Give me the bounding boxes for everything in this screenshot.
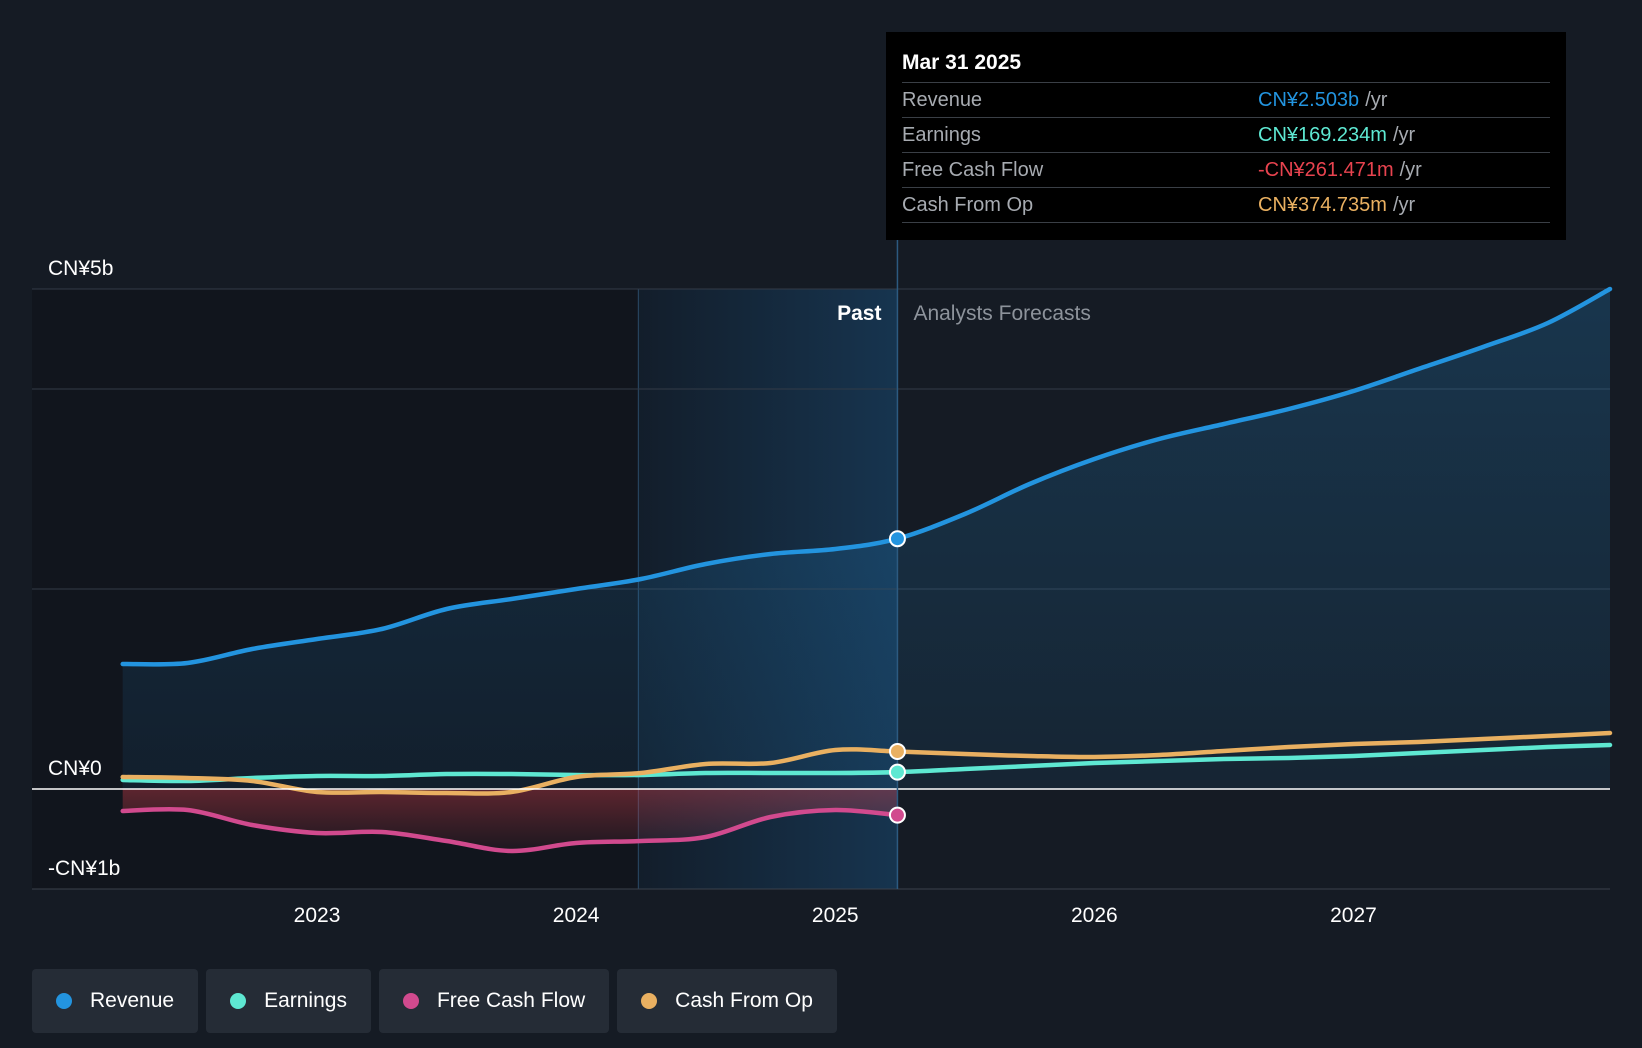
tooltip-value: CN¥169.234m (1258, 124, 1387, 146)
tooltip-label: Earnings (902, 124, 981, 146)
revenue-line (120, 286, 1613, 667)
y-tick-label: CN¥0 (48, 757, 102, 780)
legend-dot-icon (230, 993, 247, 1009)
tooltip-unit: /yr (1365, 89, 1388, 111)
tooltip-label: Free Cash Flow (902, 159, 1044, 181)
tooltip-row-revenue: Revenue CN¥2.503b /yr (902, 83, 1550, 118)
legend-label: Cash From Op (675, 989, 813, 1012)
tooltip-unit: /yr (1392, 194, 1416, 216)
cash-from-op-line (120, 730, 1613, 796)
legend-label: Free Cash Flow (436, 989, 586, 1012)
tooltip-label: Cash From Op (902, 194, 1034, 216)
tooltip-value: CN¥374.735m (1258, 194, 1387, 216)
free-cash-flow-marker (888, 806, 906, 824)
legend-label: Earnings (264, 989, 347, 1012)
x-tick-label: 2024 (553, 904, 600, 927)
revenue-area (122, 289, 1611, 789)
legend-dot-icon (641, 993, 658, 1009)
tooltip-row-free-cash-flow: Free Cash Flow -CN¥261.471m /yr (902, 153, 1550, 188)
tooltip-unit: /yr (1399, 159, 1422, 181)
legend: Revenue Earnings Free Cash Flow Cash Fro… (32, 969, 837, 1033)
y-tick-label: -CN¥1b (48, 857, 120, 880)
forecast-label: Analysts Forecasts (913, 302, 1090, 325)
tooltip-value: CN¥2.503b (1258, 89, 1360, 111)
earnings-marker (888, 763, 906, 781)
y-tick-label: CN¥5b (48, 257, 113, 280)
legend-item-revenue[interactable]: Revenue (32, 969, 199, 1033)
free-cash-flow-line (120, 806, 900, 854)
x-tick-label: 2023 (294, 904, 341, 927)
tooltip-unit: /yr (1392, 124, 1416, 146)
hover-tooltip: Mar 31 2025 Revenue CN¥2.503b /yr Earnin… (886, 32, 1566, 240)
tooltip-row-cash-from-op: Cash From Op CN¥374.735m /yr (902, 188, 1550, 223)
revenue-marker (888, 530, 906, 548)
legend-label: Revenue (90, 989, 175, 1012)
tooltip-row-earnings: Earnings CN¥169.234m /yr (902, 118, 1550, 153)
legend-item-earnings[interactable]: Earnings (206, 969, 371, 1033)
tooltip-label: Revenue (902, 89, 983, 111)
x-tick-label: 2026 (1071, 904, 1118, 927)
legend-dot-icon (56, 993, 72, 1009)
legend-item-free-cash-flow[interactable]: Free Cash Flow (378, 969, 610, 1033)
x-tick-label: 2027 (1330, 904, 1377, 927)
legend-item-cash-from-op[interactable]: Cash From Op (617, 969, 837, 1033)
legend-dot-icon (402, 993, 419, 1009)
tooltip-date: Mar 31 2025 (902, 48, 1550, 83)
x-tick-label: 2025 (812, 904, 859, 927)
cash-from-op-marker (888, 743, 906, 760)
tooltip-value: -CN¥261.471m (1258, 159, 1394, 181)
past-label: Past (837, 302, 881, 325)
earnings-line (120, 742, 1613, 784)
